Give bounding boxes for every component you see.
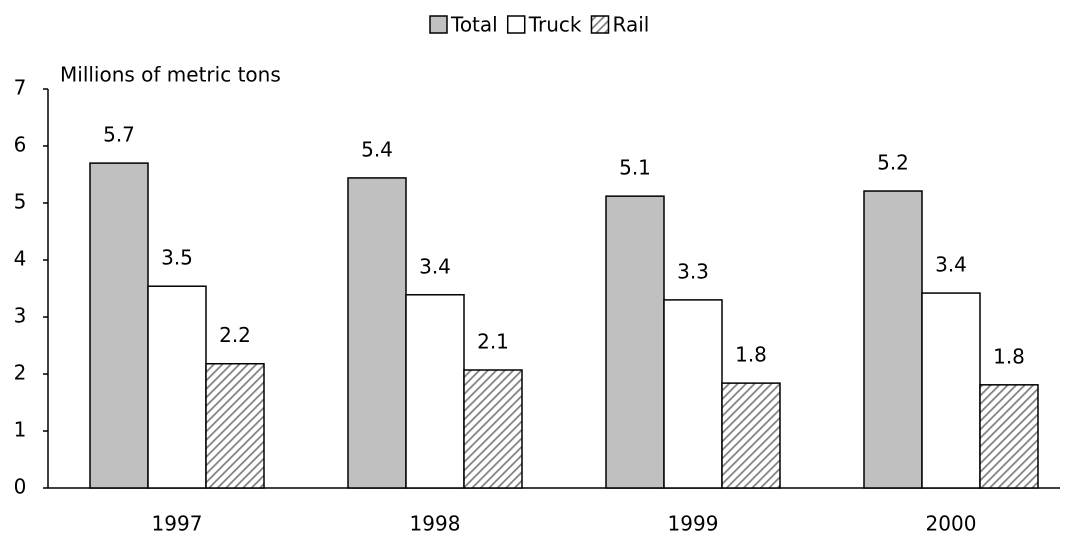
y-tick-label: 7	[14, 76, 27, 100]
value-label: 2.1	[477, 330, 509, 354]
value-label: 3.4	[935, 253, 967, 277]
bar	[347, 177, 407, 489]
bar	[921, 292, 981, 489]
x-tick-label: 2000	[926, 512, 977, 536]
legend-label: Total	[450, 13, 498, 37]
value-label: 5.1	[619, 156, 651, 180]
legend-swatch	[429, 15, 448, 34]
x-tick-label: 1999	[668, 512, 719, 536]
y-tick-label: 0	[14, 475, 27, 499]
x-tick-label: 1997	[152, 512, 203, 536]
value-label: 3.5	[161, 246, 193, 270]
value-label: 2.2	[219, 323, 251, 347]
y-tick-label: 3	[14, 304, 27, 328]
bar	[721, 382, 781, 489]
value-label: 5.2	[877, 151, 909, 175]
legend-label: Rail	[612, 13, 649, 37]
bar	[405, 294, 465, 489]
bar	[89, 162, 149, 489]
x-tick-label: 1998	[410, 512, 461, 536]
bar	[863, 190, 923, 489]
legend-swatch	[590, 15, 610, 34]
legend-label: Truck	[528, 13, 582, 37]
bar	[147, 285, 207, 489]
y-axis-title: Millions of metric tons	[60, 63, 281, 87]
bar	[205, 362, 265, 489]
value-label: 3.3	[677, 259, 709, 283]
value-label: 1.8	[993, 344, 1025, 368]
value-label: 5.4	[361, 137, 393, 161]
value-label: 5.7	[103, 123, 135, 147]
value-label: 3.4	[419, 254, 451, 278]
bar	[463, 369, 523, 489]
value-label: 1.8	[735, 343, 767, 367]
bar	[979, 384, 1039, 489]
legend-swatch	[506, 15, 526, 34]
bar	[605, 195, 665, 489]
y-tick-label: 6	[14, 133, 27, 157]
y-tick-label: 4	[14, 247, 27, 271]
y-tick-label: 2	[14, 361, 27, 385]
y-tick-label: 5	[14, 190, 27, 214]
bar	[663, 299, 723, 489]
y-tick-label: 1	[14, 418, 27, 442]
